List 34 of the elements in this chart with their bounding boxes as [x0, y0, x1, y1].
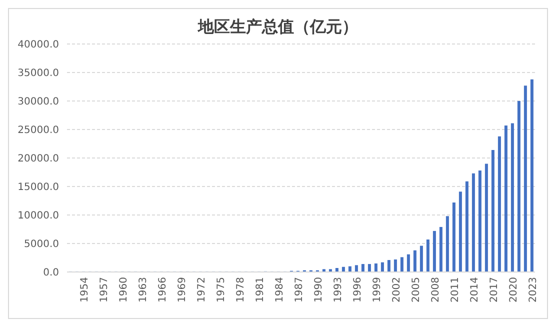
chart-title: 地区生产总值（亿元）: [196, 17, 359, 38]
x-tick-label: 1990: [313, 277, 324, 302]
x-tick-label: 2005: [410, 277, 422, 302]
y-tick-label: 25000.0: [18, 125, 59, 136]
x-tick-label: 1987: [294, 277, 305, 302]
x-tick-label: 1975: [216, 277, 227, 302]
x-tick-label: 1981: [254, 277, 266, 302]
x-tick-label: 1963: [138, 277, 149, 302]
x-tick-label: 2008: [430, 277, 442, 302]
y-tick-label: 5000.0: [24, 239, 59, 250]
x-tick-label: 2002: [391, 277, 402, 302]
x-tick-label: 1972: [196, 277, 208, 302]
x-tick-label: 1960: [118, 277, 130, 302]
x-tick-label: 2017: [488, 277, 500, 302]
y-tick-label: 40000.0: [18, 40, 59, 51]
x-tick-label: 1978: [235, 277, 246, 302]
x-tick-label: 2011: [450, 277, 461, 302]
x-tick-label: 1954: [79, 277, 90, 302]
x-tick-label: 2014: [469, 277, 480, 302]
y-tick-label: 10000.0: [18, 210, 59, 222]
y-tick-label: 30000.0: [18, 96, 59, 108]
y-tick-label: 20000.0: [18, 154, 59, 165]
x-tick-label: 1957: [98, 277, 110, 302]
y-tick-label: 15000.0: [18, 182, 59, 194]
x-tick-label: 2023: [528, 277, 539, 302]
x-tick-label: 1996: [352, 277, 364, 302]
x-tick-label: 1969: [176, 277, 188, 302]
x-tick-label: 1993: [332, 277, 344, 302]
y-tick-label: 35000.0: [18, 68, 59, 80]
x-tick-label: 1999: [372, 277, 383, 302]
x-tick-label: 1966: [157, 277, 168, 302]
y-tick-label: 0.0: [43, 268, 59, 279]
x-tick-label: 1984: [274, 277, 286, 302]
x-tick-label: 2020: [508, 277, 520, 302]
